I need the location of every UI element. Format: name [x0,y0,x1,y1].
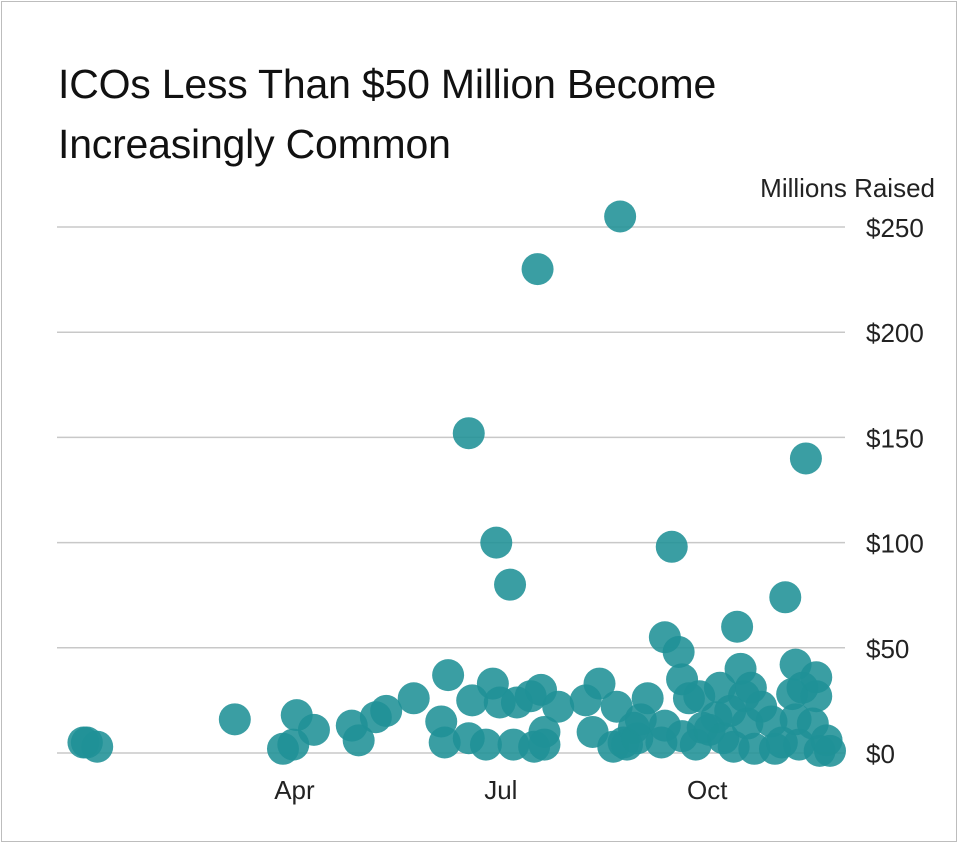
gridlines [57,226,845,754]
data-point [814,734,846,767]
data-point [800,661,833,694]
data-point [297,713,330,746]
data-point [721,610,754,643]
y-tick-label: $150 [866,423,924,453]
data-point [583,667,616,700]
y-tick-label: $200 [866,318,924,348]
chart-title-line-1: ICOs Less Than $50 Million Become [58,61,717,107]
data-point [494,568,527,601]
y-axis-label: Millions Raised [760,173,935,203]
data-point [789,442,822,475]
data-point [604,200,637,233]
data-point [370,694,403,727]
data-point [428,726,461,759]
y-tick-label: $0 [866,739,895,769]
chart-title: ICOs Less Than $50 Million Become Increa… [58,54,918,174]
y-tick-label: $250 [866,213,924,243]
chart-title-line-2: Increasingly Common [58,121,451,167]
data-points [67,200,846,767]
data-point [432,659,465,692]
data-point [528,728,561,761]
x-tick-label: Jul [484,775,517,805]
data-point [469,728,502,761]
data-point [218,703,251,736]
y-tick-labels: $0 $50 $100 $150 $200 $250 [866,213,924,769]
data-point [397,682,430,715]
data-point [81,730,114,763]
x-tick-label: Oct [687,775,728,805]
data-point [631,682,664,715]
data-point [480,526,513,559]
x-tick-labels: Apr Jul Oct [274,775,728,805]
data-point [342,724,375,757]
data-point [521,253,554,286]
y-tick-label: $50 [866,634,909,664]
data-point [662,636,695,669]
x-tick-label: Apr [274,775,315,805]
data-point [452,417,485,450]
y-tick-label: $100 [866,529,924,559]
data-point [542,690,575,723]
data-point [769,581,802,614]
data-point [655,530,688,563]
